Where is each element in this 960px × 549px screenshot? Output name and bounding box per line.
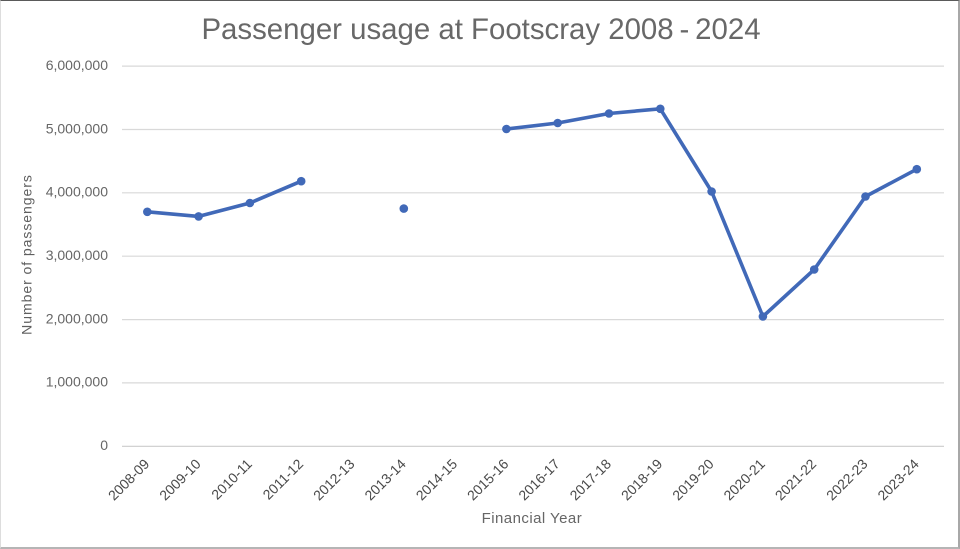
svg-text:2020-21: 2020-21	[720, 456, 768, 504]
svg-text:4,000,000: 4,000,000	[46, 184, 108, 200]
svg-text:2021-22: 2021-22	[772, 456, 820, 504]
svg-text:2015-16: 2015-16	[464, 456, 512, 504]
svg-text:2019-20: 2019-20	[669, 456, 717, 504]
svg-text:2009-10: 2009-10	[156, 456, 204, 504]
svg-text:2016-17: 2016-17	[515, 456, 563, 504]
svg-text:2012-13: 2012-13	[310, 456, 358, 504]
svg-text:5,000,000: 5,000,000	[46, 120, 108, 136]
svg-text:2018-19: 2018-19	[618, 456, 666, 504]
svg-text:2010-11: 2010-11	[208, 456, 255, 503]
svg-text:Financial Year: Financial Year	[482, 510, 583, 527]
svg-text:2,000,000: 2,000,000	[46, 310, 108, 326]
svg-text:2023-24: 2023-24	[874, 456, 922, 504]
svg-text:2013-14: 2013-14	[361, 456, 409, 504]
svg-text:Passenger usage at Footscray 2: Passenger usage at Footscray 2008 - 2024	[201, 13, 760, 46]
svg-text:2011-12: 2011-12	[259, 456, 306, 503]
svg-text:2017-18: 2017-18	[566, 456, 614, 504]
svg-text:0: 0	[100, 437, 108, 453]
svg-text:2022-23: 2022-23	[823, 456, 871, 504]
svg-text:3,000,000: 3,000,000	[46, 247, 108, 263]
svg-text:Number of passengers: Number of passengers	[19, 174, 35, 335]
svg-text:2008-09: 2008-09	[105, 456, 153, 504]
svg-text:2014-15: 2014-15	[413, 456, 461, 504]
svg-text:6,000,000: 6,000,000	[46, 57, 108, 73]
svg-text:1,000,000: 1,000,000	[46, 374, 108, 390]
